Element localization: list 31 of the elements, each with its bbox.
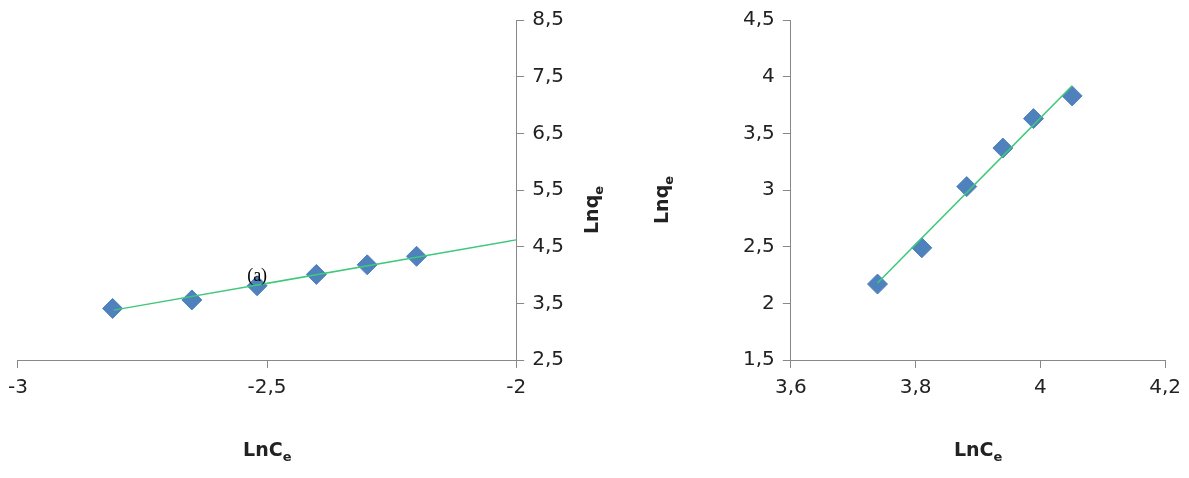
point (1022, 108, 1044, 130)
y-tick-label: 2,5 (532, 346, 565, 371)
y-tick-label: 2 (762, 289, 775, 314)
point (1061, 85, 1083, 107)
y-tick-label: 4 (762, 62, 775, 87)
y-tick-label: 4,5 (742, 6, 775, 31)
x-tick-label: 4,2 (1149, 374, 1181, 399)
point (911, 237, 933, 259)
y-tick-label: 8,5 (532, 6, 565, 31)
x-tick-label: 4 (1033, 374, 1047, 399)
y-tick-label: 2,5 (742, 232, 775, 257)
annotation: (a) (247, 265, 268, 287)
y-tick-label: 4,5 (532, 232, 565, 257)
y-tick-label: 7,5 (532, 62, 565, 87)
y-tick-label: 3,5 (532, 289, 565, 314)
y-tick-label: 5,5 (532, 176, 565, 201)
point (102, 297, 124, 319)
y-tick-label: 1,5 (742, 346, 775, 371)
y-tick-label: 3,5 (742, 119, 775, 144)
point (867, 273, 889, 295)
x-tick-label: 3,8 (899, 374, 932, 399)
x-tick-label: -2 (506, 374, 527, 399)
x-tick-label: 3,6 (774, 374, 807, 399)
x-axis-title: LnC$_{e}$ (953, 438, 1003, 464)
x-tick-label: -3 (7, 374, 28, 399)
x-axis-title: LnC$_{e}$ (243, 438, 292, 464)
x-tick-label: -2,5 (247, 374, 287, 399)
point (956, 176, 978, 198)
point (992, 137, 1014, 159)
y-tick-label: 3 (762, 176, 775, 201)
y-tick-label: 6,5 (532, 119, 565, 144)
